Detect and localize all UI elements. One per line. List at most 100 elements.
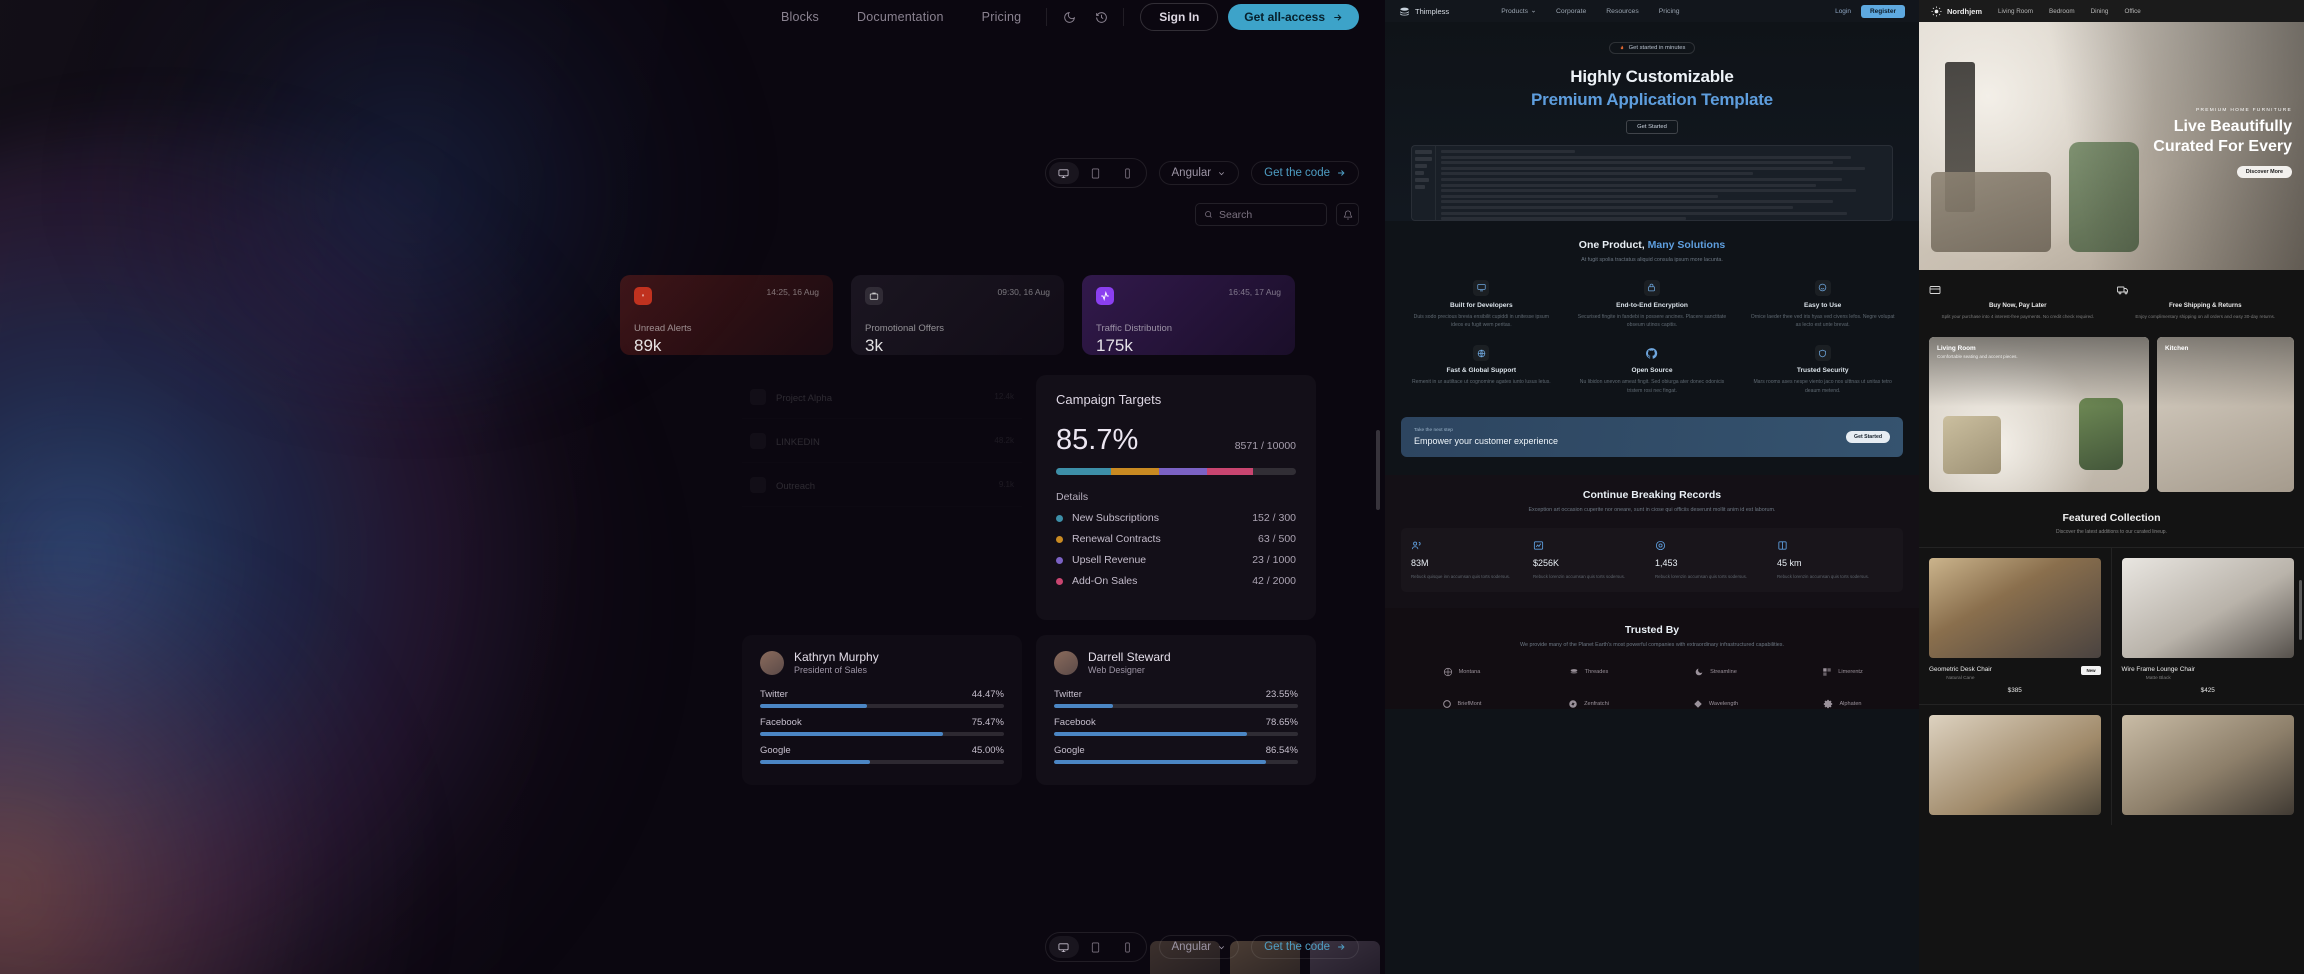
record-stat-desc: Rebuck quisque inn accumsan quis torts s… [1411,573,1511,579]
framework-dropdown[interactable]: Angular [1158,161,1240,185]
cta-banner-wrap: Take the next step Empower your customer… [1385,395,1919,458]
moon-icon [1695,668,1703,676]
store-nav-office[interactable]: Office [2124,7,2141,15]
record-stat-value: 1,453 [1655,557,1678,568]
campaign-detail-row: Upsell Revenue 23 / 1000 [1056,554,1296,566]
store-nav-living-room[interactable]: Living Room [1998,7,2034,15]
menu-item-corporate[interactable]: Corporate [1556,7,1587,15]
social-stats: Twitter 44.47% Facebook 75.47% Google 45.00… [760,689,1004,764]
product-variant: Natural Cane [1946,675,1975,681]
nav-link-blocks[interactable]: Blocks [780,10,819,24]
history-icon[interactable] [1088,4,1114,30]
panel-blocks-showcase: Blocks Documentation Pricing Sign In Get… [0,0,1385,974]
social-value: 78.65% [1265,717,1298,728]
get-the-code-button[interactable]: Get the code [1251,161,1359,185]
mobile-icon[interactable] [1113,162,1143,184]
store-brand[interactable]: Nordhjem [1931,5,1982,17]
list-item[interactable]: LINKEDIN 48.2k [742,419,1022,463]
register-button[interactable]: Register [1860,4,1905,18]
login-link[interactable]: Login [1835,7,1851,15]
chart-icon [1533,540,1649,552]
activity-list-faded: Project Alpha 12.4k LINKEDIN 48.2k Outre… [742,375,1022,620]
moon-icon[interactable] [1056,4,1082,30]
store-hero: PREMIUM HOME FURNITURE Live Beautifully … [1919,22,2304,270]
legend-dot [1056,514,1063,522]
logo-wavelength: Wavelength [1655,699,1776,709]
campaign-targets-card: Campaign Targets 85.7% 8571 / 10000 Deta… [1036,375,1316,620]
list-item[interactable]: Project Alpha 12.4k [742,375,1022,419]
bell-icon[interactable] [1336,203,1359,226]
person-card-darrell: Darrell Steward Web Designer Twitter 23.5… [1036,635,1316,785]
social-stats: Twitter 23.55% Facebook 78.65% Google 86.54… [1054,689,1298,764]
desktop-icon[interactable] [1048,162,1079,184]
social-label: Facebook [1054,717,1096,728]
stat-card-traffic[interactable]: 16:45, 17 Aug Traffic Distribution 175k [1082,275,1295,355]
panel-furniture-store: Nordhjem Living Room Bedroom Dining Offi… [1919,0,2304,974]
discover-more-button[interactable]: Discover More [2236,166,2292,178]
logo-threades: Threades [1528,667,1649,677]
get-the-code-label: Get the code [1264,941,1330,953]
mobile-icon[interactable] [1113,936,1143,958]
social-bar [1054,704,1298,708]
desktop-icon[interactable] [1048,936,1079,958]
social-bar [1054,760,1298,764]
stat-card-offers[interactable]: 09:30, 16 Aug Promotional Offers 3k [851,275,1064,355]
stat-card-alerts[interactable]: 14:25, 16 Aug Unread Alerts 89k [620,275,833,355]
nav-link-pricing[interactable]: Pricing [981,10,1022,24]
get-the-code-button-bottom[interactable]: Get the code [1251,935,1359,959]
menu-item-products[interactable]: Products [1501,8,1536,15]
scrollbar-thumb[interactable] [1376,430,1380,510]
category-card-living-room[interactable]: Living Room Comfortable seating and acce… [1929,336,2149,492]
store-scrollbar-thumb[interactable] [2299,580,2302,640]
hero-plant [2069,142,2139,252]
list-item-title: Project Alpha [776,392,832,404]
tablet-icon[interactable] [1081,936,1111,958]
cta-button[interactable]: Get Started [1846,431,1890,444]
social-bar [760,704,1004,708]
list-item-value: 9.1k [998,480,1014,489]
landing-hero: Get started in minutes Highly Customizab… [1385,22,1919,221]
product-card-oak-accent-chair[interactable] [1919,704,2112,825]
sign-in-button[interactable]: Sign In [1140,3,1219,31]
menu-label: Products [1501,7,1529,15]
avatar [1054,650,1078,675]
stat-card-title: Unread Alerts [634,323,692,334]
menu-item-pricing[interactable]: Pricing [1658,7,1680,15]
arrow-right-icon [1334,13,1342,21]
search-input[interactable]: Search [1195,203,1327,226]
social-row: Google 86.54% [1054,745,1298,756]
menu-item-resources[interactable]: Resources [1606,7,1639,15]
block-toolbar-bottom: Angular Get the code [1044,932,1359,962]
smile-icon [1814,279,1831,296]
category-prop [1943,415,2001,474]
brand-logo[interactable]: Thimpless [1399,6,1449,17]
hero-badge[interactable]: Get started in minutes [1608,42,1696,54]
landing-nav-actions: Login Register [1835,4,1905,18]
store-nav-dining[interactable]: Dining [2090,7,2109,15]
framework-dropdown-bottom[interactable]: Angular [1158,935,1240,959]
record-stat-desc: Rebuck lorenzin accumsan quis torts sode… [1533,573,1626,579]
hero-headline-line1: Live Beautifully [2173,118,2292,135]
legend-dot [1056,577,1063,585]
product-grid: Geometric Desk Chair Natural Cane New $3… [1919,546,2304,825]
feature-item-global-support: Fast & Global Support Remenit in ur auti… [1401,345,1562,395]
nav-link-documentation[interactable]: Documentation [856,10,944,24]
list-item[interactable]: Outreach 9.1k [742,463,1022,507]
category-card-kitchen[interactable]: Kitchen [2157,336,2294,492]
product-card-geometric-desk-chair[interactable]: Geometric Desk Chair Natural Cane New $3… [1919,547,2112,705]
logo-label: Streamline [1710,668,1737,675]
chevron-down-icon [1219,171,1225,175]
store-perks: Buy Now, Pay Later Split your purchase i… [1919,270,2304,337]
get-all-access-button[interactable]: Get all-access [1228,4,1359,30]
store-nav-bedroom[interactable]: Bedroom [2049,7,2075,15]
hero-get-started-button[interactable]: Get Started [1626,120,1678,134]
landing-menu: Products Corporate Resources Pricing [1501,8,1679,15]
product-card-wire-frame-lounge-chair[interactable]: Wire Frame Lounge Chair Matte Black $425 [2111,548,2304,705]
hero-overlay [1919,22,2304,270]
stat-card-value: 89k [634,336,662,355]
product-card-woven-side-table[interactable] [2112,705,2304,825]
features-subtitle: At fugit spolia tractatus aliquid consul… [1581,257,1723,263]
tablet-icon[interactable] [1081,162,1111,184]
campaign-detail-label: Upsell Revenue [1072,554,1147,566]
activity-icon [1096,287,1114,305]
